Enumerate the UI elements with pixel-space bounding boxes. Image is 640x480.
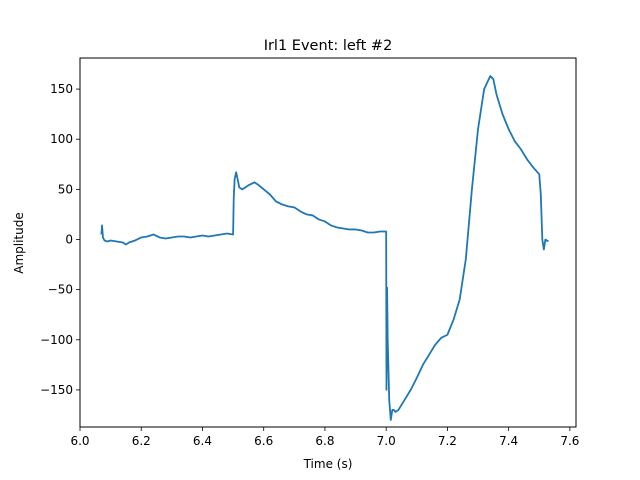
y-tick-label: 150 bbox=[50, 82, 73, 96]
series-line-0 bbox=[100, 75, 549, 421]
x-tick-label: 7.4 bbox=[499, 434, 518, 448]
x-tick-label: 7.6 bbox=[560, 434, 579, 448]
y-tick-label: 0 bbox=[65, 232, 73, 246]
y-tick-label: −50 bbox=[48, 283, 73, 297]
x-axis-ticks: 6.0 6.2 6.4 6.6 6.8 7.0 7.2 7.4 7.6 bbox=[70, 427, 579, 448]
y-tick-label: −150 bbox=[40, 383, 73, 397]
x-tick-label: 6.8 bbox=[315, 434, 334, 448]
x-tick-label: 7.2 bbox=[438, 434, 457, 448]
x-tick-label: 7.0 bbox=[377, 434, 396, 448]
x-tick-label: 6.2 bbox=[132, 434, 151, 448]
plot-area bbox=[100, 75, 549, 421]
chart-title: Irl1 Event: left #2 bbox=[264, 38, 393, 54]
y-axis-ticks: −150 −100 −50 0 50 100 150 bbox=[40, 82, 80, 397]
x-tick-label: 6.4 bbox=[193, 434, 212, 448]
y-axis-label: Amplitude bbox=[12, 212, 26, 274]
x-tick-label: 6.0 bbox=[70, 434, 89, 448]
y-tick-label: 50 bbox=[58, 182, 73, 196]
y-tick-label: −100 bbox=[40, 333, 73, 347]
x-axis-label: Time (s) bbox=[303, 457, 353, 471]
plot-frame bbox=[79, 57, 577, 428]
x-tick-label: 6.6 bbox=[254, 434, 273, 448]
y-tick-label: 100 bbox=[50, 132, 73, 146]
